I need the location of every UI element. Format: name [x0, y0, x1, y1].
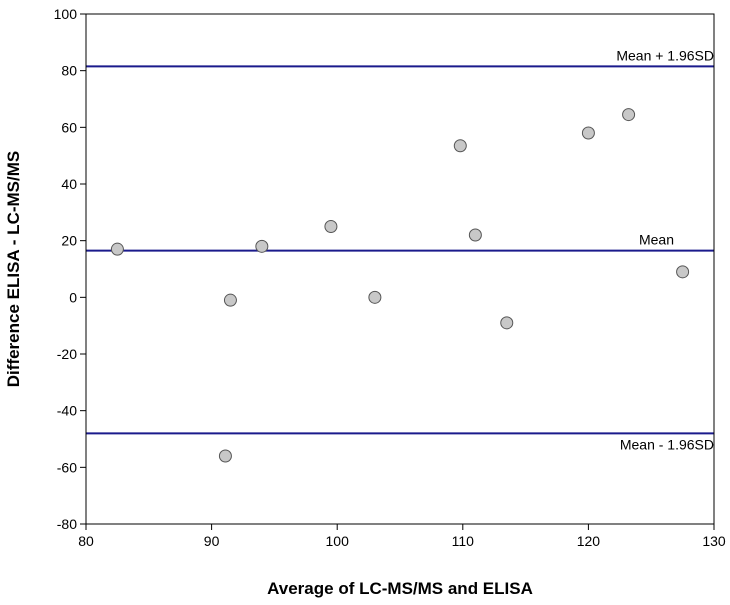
y-tick-label: -80 [57, 516, 77, 532]
reference-lines: Mean + 1.96SD Mean Mean - 1.96SD [86, 47, 714, 452]
upper-reference-label: Mean + 1.96SD [616, 47, 714, 63]
y-tick-label: 0 [69, 289, 77, 305]
y-tick-label: 60 [61, 119, 77, 135]
mean-reference-label: Mean [639, 232, 674, 248]
lower-reference-label: Mean - 1.96SD [620, 436, 714, 452]
plot-area-frame [85, 13, 715, 525]
y-tick-label: 80 [61, 63, 77, 79]
y-tick-label: 20 [61, 233, 77, 249]
data-points [110, 108, 690, 463]
data-point [622, 108, 636, 122]
x-axis-title: Average of LC-MS/MS and ELISA [267, 579, 533, 598]
y-tick-label: -20 [57, 346, 77, 362]
data-point [223, 293, 237, 307]
x-tick-label: 80 [78, 533, 94, 549]
x-axis-ticks: 80 90 100 110 120 130 [78, 524, 726, 549]
x-tick-label: 120 [577, 533, 601, 549]
data-point [110, 242, 124, 256]
data-point [500, 316, 514, 330]
data-point [676, 265, 690, 279]
data-point [453, 139, 467, 153]
y-tick-label: -40 [57, 403, 77, 419]
data-point [581, 126, 595, 140]
y-tick-label: -60 [57, 459, 77, 475]
data-point [468, 228, 482, 242]
y-tick-label: 40 [61, 176, 77, 192]
x-tick-label: 90 [204, 533, 220, 549]
data-point [255, 239, 269, 253]
data-point [324, 220, 338, 233]
data-point [218, 449, 232, 463]
x-tick-label: 110 [452, 533, 475, 549]
y-axis-title: Difference ELISA - LC-MS/MS [4, 151, 23, 387]
x-tick-label: 100 [326, 533, 350, 549]
y-axis-ticks: -80 -60 -40 -20 0 20 40 60 80 100 [54, 6, 86, 532]
x-tick-label: 130 [702, 533, 726, 549]
data-point [368, 290, 382, 304]
y-tick-label: 100 [54, 6, 78, 22]
